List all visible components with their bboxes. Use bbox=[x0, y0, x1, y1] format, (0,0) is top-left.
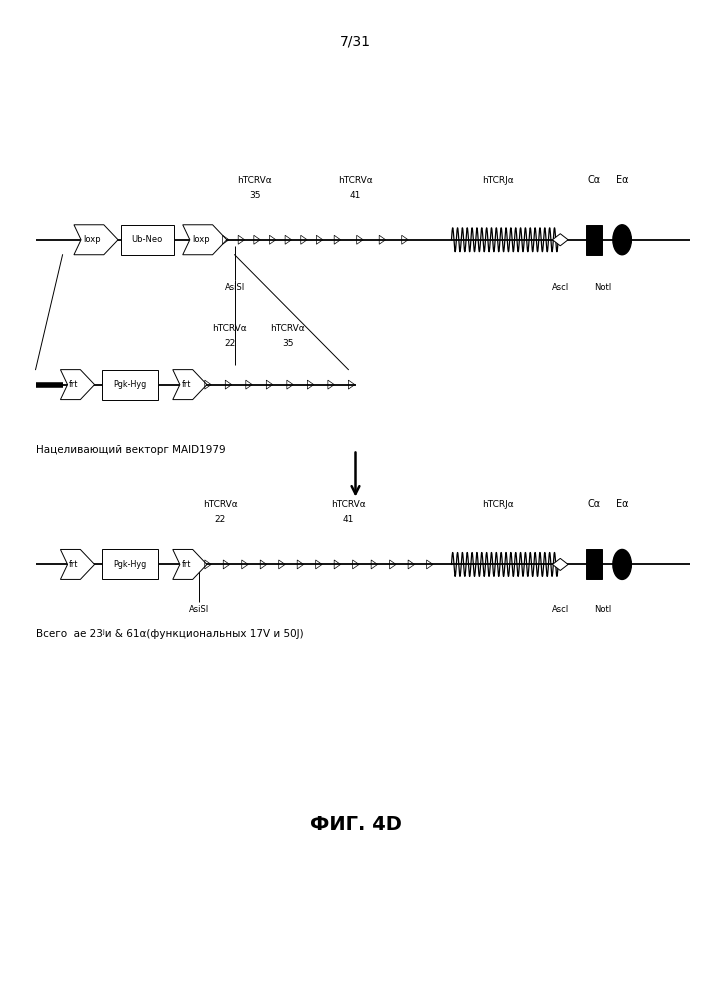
Text: frt: frt bbox=[69, 559, 79, 569]
Text: Cα: Cα bbox=[587, 500, 600, 509]
Text: hTCRVα: hTCRVα bbox=[338, 176, 373, 185]
FancyBboxPatch shape bbox=[120, 225, 173, 255]
Polygon shape bbox=[552, 558, 568, 570]
Ellipse shape bbox=[613, 549, 631, 579]
Text: AsiSI: AsiSI bbox=[189, 605, 209, 614]
Text: 7/31: 7/31 bbox=[340, 35, 371, 49]
Text: hTCRVα: hTCRVα bbox=[203, 500, 237, 509]
Polygon shape bbox=[173, 370, 207, 400]
Polygon shape bbox=[74, 225, 118, 255]
Text: ФИГ. 4D: ФИГ. 4D bbox=[309, 814, 402, 834]
FancyBboxPatch shape bbox=[102, 370, 158, 400]
Text: frt: frt bbox=[181, 380, 191, 390]
Text: loxp: loxp bbox=[193, 235, 210, 245]
Text: AscI: AscI bbox=[552, 283, 569, 292]
Polygon shape bbox=[183, 225, 227, 255]
Text: hTCRJα: hTCRJα bbox=[482, 176, 513, 185]
Text: Eα: Eα bbox=[616, 175, 629, 185]
Text: Нацеливающий векторг MAID1979: Нацеливающий векторг MAID1979 bbox=[36, 445, 225, 455]
Text: Eα: Eα bbox=[616, 500, 629, 509]
Text: Pgk-Hyg: Pgk-Hyg bbox=[114, 380, 146, 390]
Text: Pgk-Hyg: Pgk-Hyg bbox=[114, 559, 146, 569]
FancyBboxPatch shape bbox=[102, 549, 158, 579]
Text: 41: 41 bbox=[343, 515, 354, 524]
Text: hTCRVα: hTCRVα bbox=[213, 324, 247, 333]
Text: 35: 35 bbox=[282, 339, 294, 348]
Text: hTCRVα: hTCRVα bbox=[331, 500, 365, 509]
Text: frt: frt bbox=[181, 559, 191, 569]
Text: hTCRVα: hTCRVα bbox=[237, 176, 272, 185]
Text: loxp: loxp bbox=[84, 235, 101, 245]
Polygon shape bbox=[173, 549, 207, 579]
Text: 22: 22 bbox=[215, 515, 226, 524]
Text: 22: 22 bbox=[224, 339, 235, 348]
Text: hTCRVα: hTCRVα bbox=[271, 324, 305, 333]
Text: NotI: NotI bbox=[594, 283, 611, 292]
Text: hTCRJα: hTCRJα bbox=[482, 500, 513, 509]
Text: AsiSI: AsiSI bbox=[225, 283, 245, 292]
Text: Ub-Neo: Ub-Neo bbox=[132, 235, 163, 245]
Ellipse shape bbox=[613, 225, 631, 255]
FancyBboxPatch shape bbox=[586, 549, 602, 579]
Text: frt: frt bbox=[69, 380, 79, 390]
Text: AscI: AscI bbox=[552, 605, 569, 614]
FancyBboxPatch shape bbox=[586, 225, 602, 255]
Polygon shape bbox=[60, 549, 95, 579]
Polygon shape bbox=[552, 234, 568, 246]
Text: Всего  ае 23ʲи & 61α(функциональных 17V и 50J): Всего ае 23ʲи & 61α(функциональных 17V и… bbox=[36, 629, 303, 639]
Polygon shape bbox=[60, 370, 95, 400]
Text: 41: 41 bbox=[350, 191, 361, 200]
Text: Cα: Cα bbox=[587, 175, 600, 185]
Text: 35: 35 bbox=[249, 191, 260, 200]
Text: NotI: NotI bbox=[594, 605, 611, 614]
